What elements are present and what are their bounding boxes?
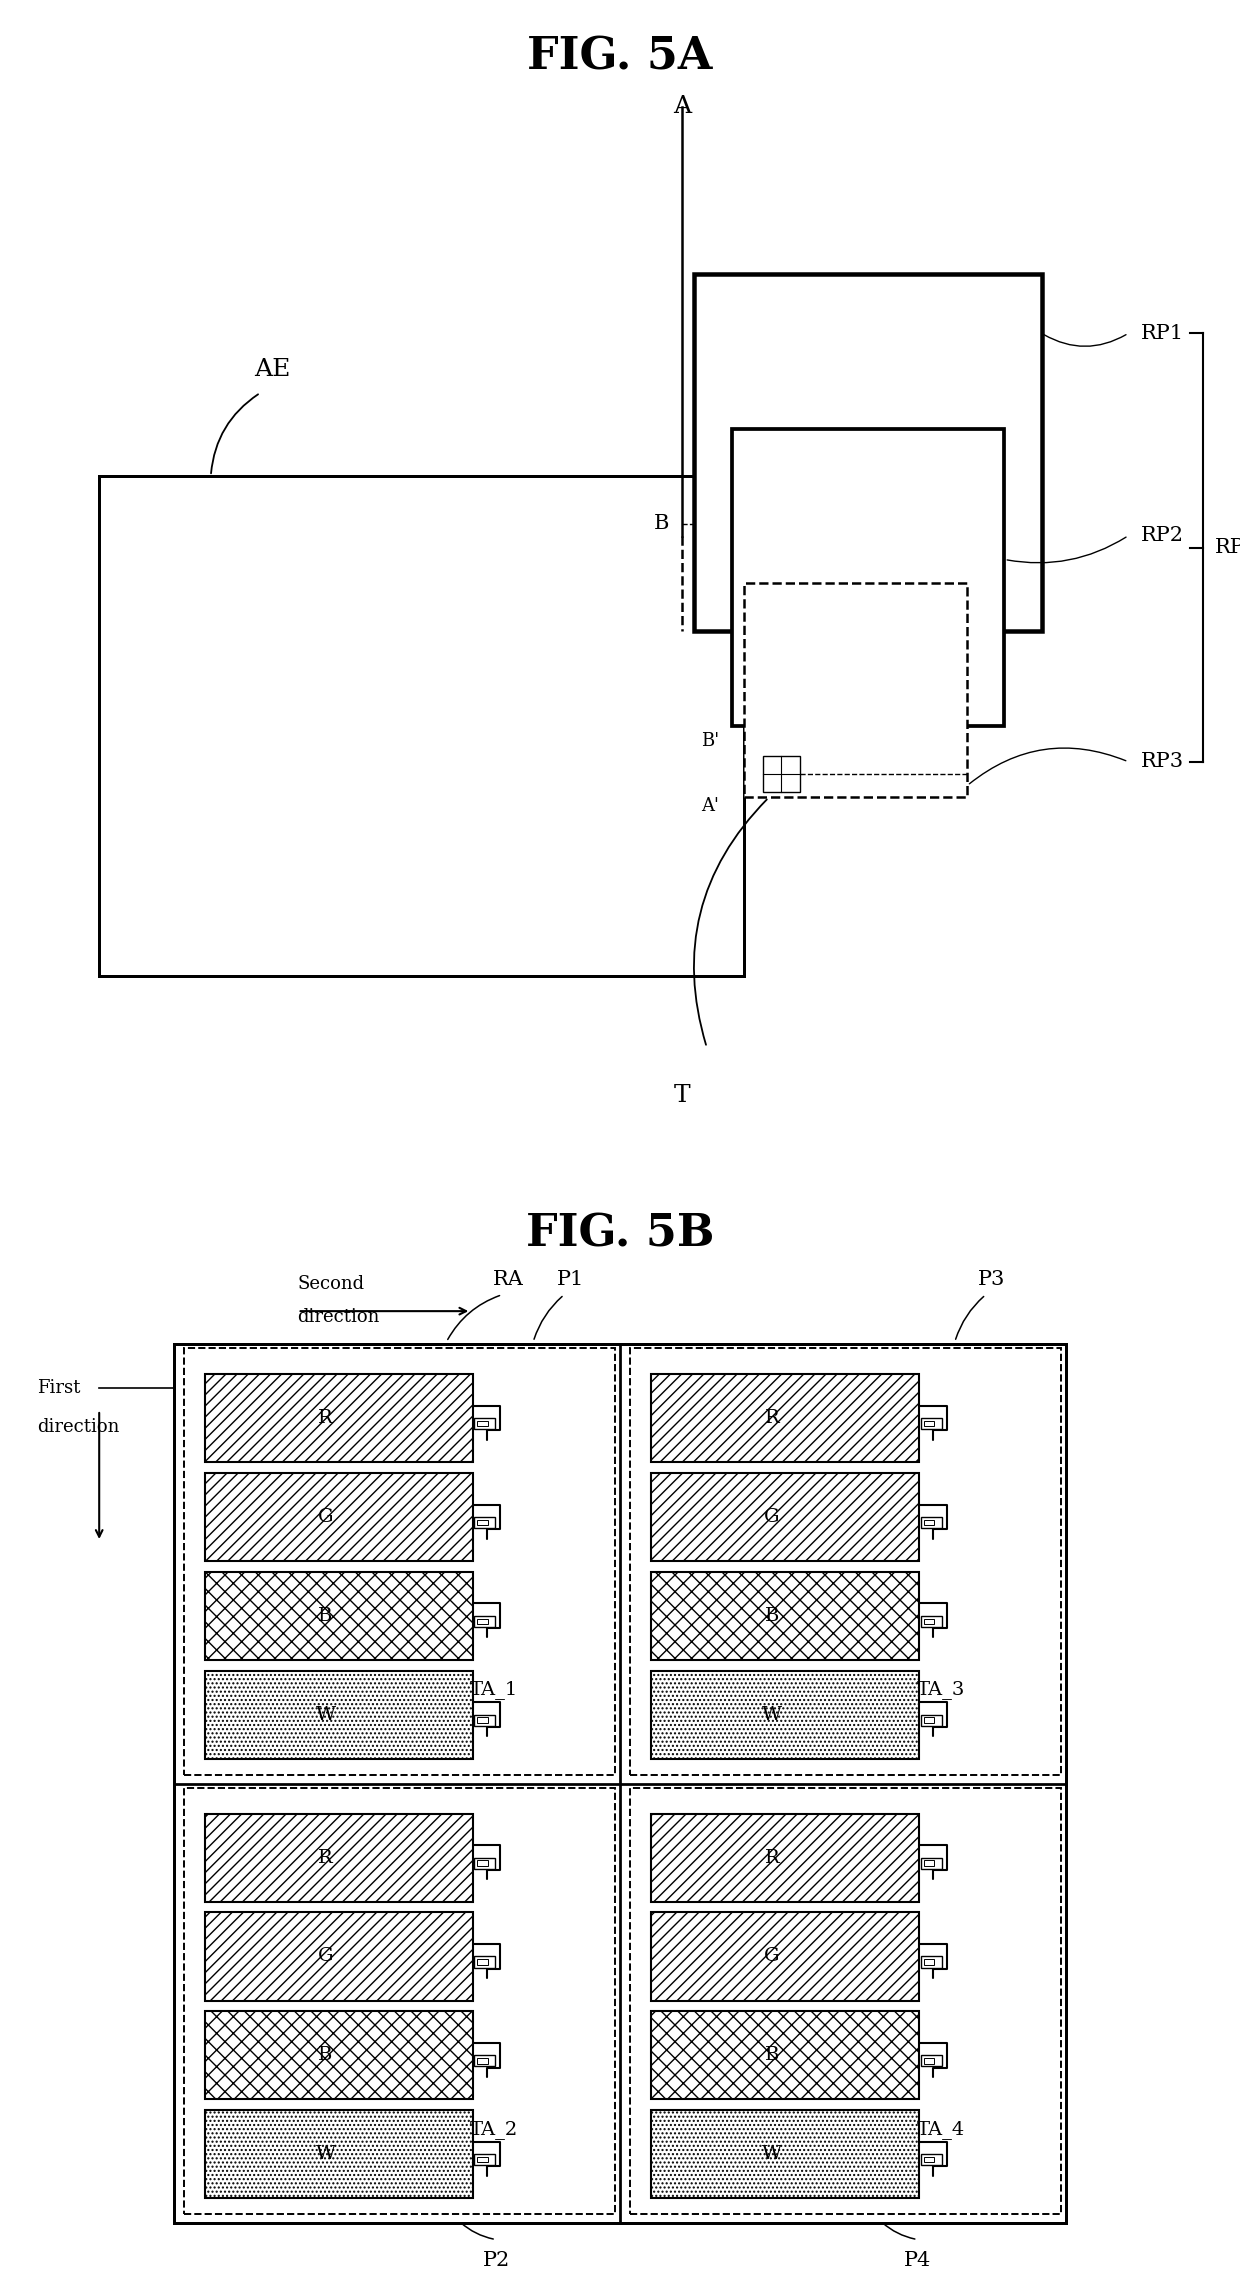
Bar xyxy=(651,1813,919,1902)
Bar xyxy=(475,1419,495,1428)
Text: TA_1: TA_1 xyxy=(470,1680,518,1698)
Bar xyxy=(921,1957,941,1969)
Text: R: R xyxy=(765,1410,779,1426)
Bar xyxy=(205,2110,472,2197)
Bar xyxy=(651,1373,919,1463)
Text: B: B xyxy=(319,1607,332,1625)
Bar xyxy=(630,1348,1061,1774)
Text: direction: direction xyxy=(298,1307,379,1325)
Text: B: B xyxy=(765,2046,779,2065)
Bar xyxy=(99,476,744,975)
Bar xyxy=(924,1959,934,1964)
Bar xyxy=(921,1859,941,1868)
Text: R: R xyxy=(319,1410,332,1426)
Text: TA_2: TA_2 xyxy=(470,2120,518,2138)
Text: G: G xyxy=(317,1508,334,1527)
Text: AE: AE xyxy=(254,357,291,380)
Bar xyxy=(475,2154,495,2165)
Text: B': B' xyxy=(701,732,719,751)
Bar xyxy=(694,275,1042,632)
Text: FIG. 5B: FIG. 5B xyxy=(526,1213,714,1254)
Bar xyxy=(924,1717,934,1724)
Text: RA: RA xyxy=(494,1270,523,1289)
Bar xyxy=(921,2056,941,2067)
Bar xyxy=(475,1957,495,1969)
Bar xyxy=(205,1911,472,2001)
Text: TA_3: TA_3 xyxy=(916,1680,965,1698)
Text: TA_4: TA_4 xyxy=(916,2120,965,2138)
Bar xyxy=(921,2154,941,2165)
Bar xyxy=(651,1911,919,2001)
Text: G: G xyxy=(764,1948,780,1966)
Bar xyxy=(924,2058,934,2065)
Bar xyxy=(475,2056,495,2067)
Bar xyxy=(651,1472,919,1561)
Bar xyxy=(651,2110,919,2197)
Text: P4: P4 xyxy=(904,2250,931,2271)
Text: P1: P1 xyxy=(557,1270,584,1289)
Bar xyxy=(924,1861,934,1866)
Text: RP2: RP2 xyxy=(1141,526,1184,545)
Text: First: First xyxy=(37,1378,81,1396)
Bar xyxy=(477,2156,487,2163)
Text: T: T xyxy=(673,1083,691,1106)
Bar xyxy=(921,1714,941,1726)
Bar xyxy=(924,2156,934,2163)
Text: P2: P2 xyxy=(482,2250,510,2271)
Text: G: G xyxy=(317,1948,334,1966)
Bar xyxy=(477,1959,487,1964)
Bar xyxy=(924,1618,934,1625)
Text: B: B xyxy=(319,2046,332,2065)
Bar xyxy=(205,1671,472,1758)
Bar xyxy=(921,1616,941,1627)
Bar xyxy=(763,755,800,792)
Text: P3: P3 xyxy=(978,1270,1006,1289)
Bar xyxy=(921,1419,941,1428)
Bar xyxy=(477,1861,487,1866)
Bar xyxy=(924,1520,934,1524)
Bar xyxy=(630,1788,1061,2213)
Text: W: W xyxy=(761,2145,782,2163)
Text: A: A xyxy=(673,96,691,119)
Text: W: W xyxy=(315,2145,336,2163)
Text: direction: direction xyxy=(37,1417,119,1435)
Bar xyxy=(205,1472,472,1561)
Bar xyxy=(477,1618,487,1625)
Text: W: W xyxy=(315,1705,336,1724)
Bar xyxy=(744,584,967,797)
Text: FIG. 5A: FIG. 5A xyxy=(527,37,713,78)
Bar xyxy=(477,1421,487,1426)
Bar xyxy=(205,1813,472,1902)
Text: B: B xyxy=(655,515,670,533)
Bar xyxy=(651,1573,919,1660)
Bar xyxy=(477,2058,487,2065)
Bar xyxy=(477,1717,487,1724)
Bar xyxy=(174,1344,1066,2223)
Bar xyxy=(205,1573,472,1660)
Bar xyxy=(475,1714,495,1726)
Bar xyxy=(184,1788,615,2213)
Text: RP: RP xyxy=(1215,538,1240,556)
Bar xyxy=(205,1373,472,1463)
Text: W: W xyxy=(761,1705,782,1724)
Bar xyxy=(651,2012,919,2099)
Text: RP1: RP1 xyxy=(1141,323,1184,343)
Bar xyxy=(651,1671,919,1758)
Bar xyxy=(205,2012,472,2099)
Bar xyxy=(924,1421,934,1426)
Bar xyxy=(475,1616,495,1627)
Bar xyxy=(184,1348,615,1774)
Text: B: B xyxy=(765,1607,779,1625)
Text: A': A' xyxy=(702,797,719,815)
Text: G: G xyxy=(764,1508,780,1527)
Bar xyxy=(921,1518,941,1529)
Text: Second: Second xyxy=(298,1275,365,1293)
Bar xyxy=(477,1520,487,1524)
Text: RP3: RP3 xyxy=(1141,753,1184,771)
Text: R: R xyxy=(765,1850,779,1866)
Bar xyxy=(475,1859,495,1868)
Bar xyxy=(475,1518,495,1529)
Bar xyxy=(732,428,1004,726)
Text: R: R xyxy=(319,1850,332,1866)
